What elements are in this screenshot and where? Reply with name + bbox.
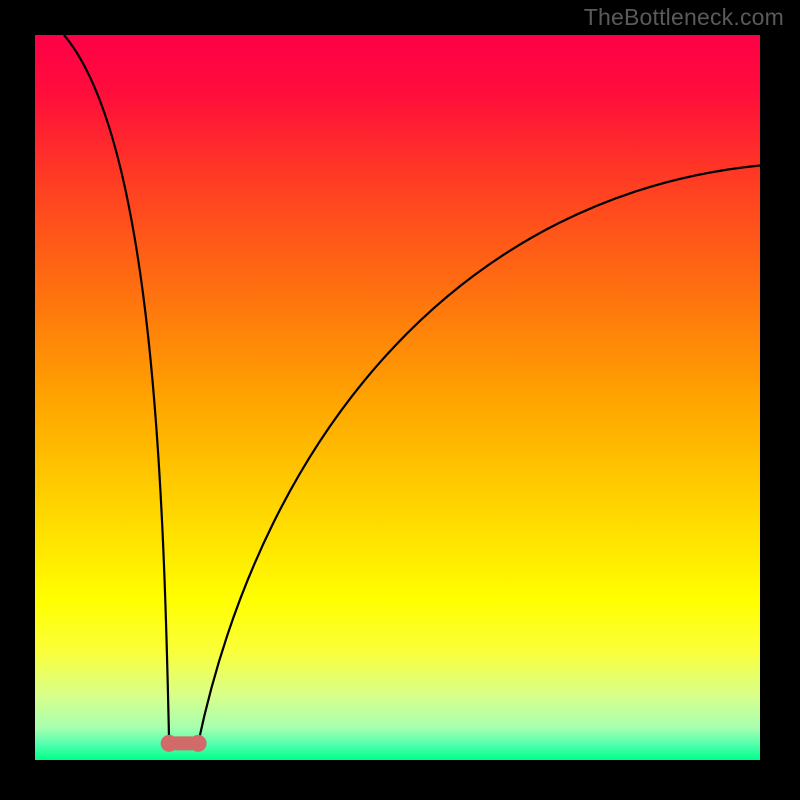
plot-background: [35, 35, 760, 760]
bottleneck-chart: [0, 0, 800, 800]
chart-container: TheBottleneck.com: [0, 0, 800, 800]
marker-dot-1: [190, 735, 207, 752]
marker-dot-0: [161, 735, 178, 752]
bottleneck-marker: [161, 735, 207, 752]
watermark-text: TheBottleneck.com: [584, 4, 784, 31]
